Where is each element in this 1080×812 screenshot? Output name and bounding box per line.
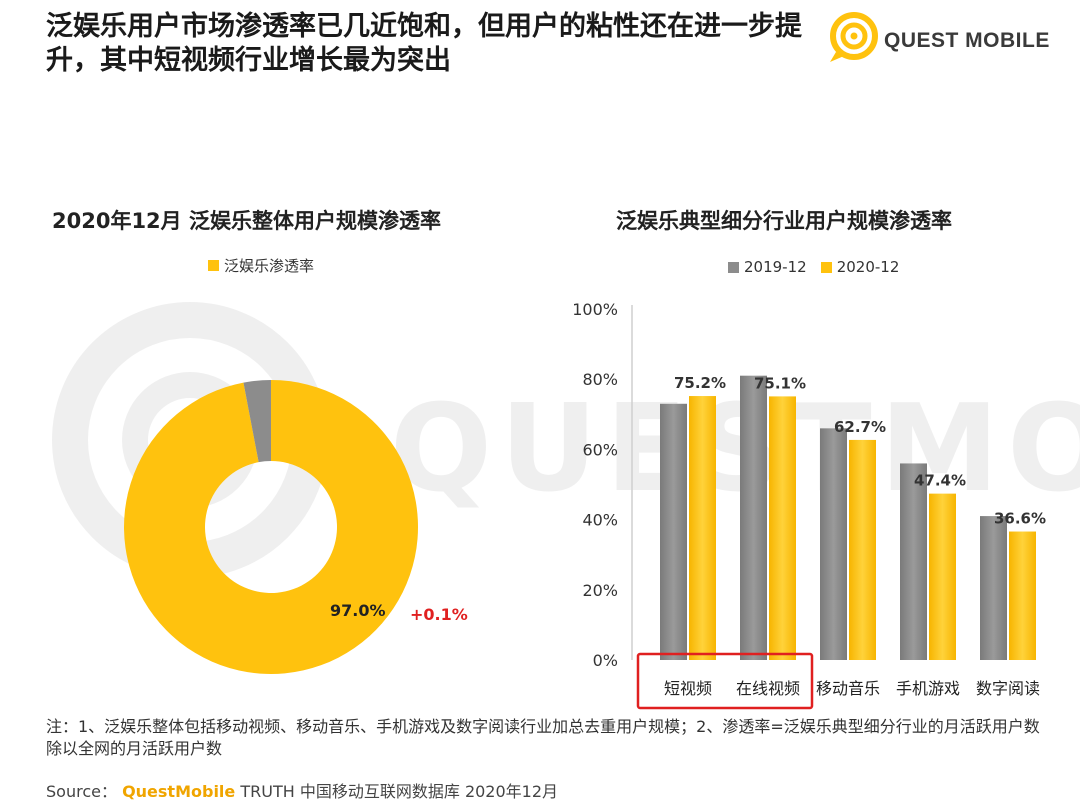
donut-legend: 泛娱乐渗透率 bbox=[208, 255, 328, 276]
bar-legend: 2019-12 2020-12 bbox=[728, 258, 913, 276]
x-category-label: 数字阅读 bbox=[976, 679, 1040, 698]
y-tick-label: 40% bbox=[582, 511, 618, 530]
donut-chart: 97.0% +0.1% bbox=[124, 380, 468, 674]
bar-2019-12 bbox=[820, 428, 847, 660]
footnote: 注：1、泛娱乐整体包括移动视频、移动音乐、手机游戏及数字阅读行业加总去重用户规模… bbox=[46, 717, 1040, 758]
donut-slice-remainder bbox=[243, 380, 271, 463]
questmobile-logo-icon bbox=[830, 12, 878, 62]
bar-legend-label-2020: 2020-12 bbox=[836, 258, 900, 276]
source-label: Source： bbox=[46, 782, 117, 801]
brand-logo: QUEST MOBILE bbox=[826, 8, 1056, 68]
donut-change-annotation: +0.1% bbox=[410, 605, 468, 624]
brand-name: QUEST MOBILE bbox=[884, 29, 1050, 52]
bar-2020-12 bbox=[769, 396, 796, 660]
bar-data-label: 36.6% bbox=[994, 510, 1046, 528]
donut-value-label: 97.0% bbox=[330, 601, 386, 620]
y-tick-label: 20% bbox=[582, 581, 618, 600]
x-category-label: 移动音乐 bbox=[816, 679, 880, 698]
bar-legend-item-2019: 2019-12 bbox=[728, 258, 807, 276]
bar-legend-label-2019: 2019-12 bbox=[744, 258, 807, 276]
bar-chart-title: 泛娱乐典型细分行业用户规模渗透率 bbox=[616, 209, 952, 233]
bar-chart: 0% 20% 40% 60% 80% 100% 75.2% 短视频 75.1% 在线视频 62.7%… bbox=[572, 300, 1046, 710]
highlight-box bbox=[636, 652, 814, 710]
bar-2020-12 bbox=[689, 396, 716, 660]
bar-2020-12 bbox=[849, 439, 876, 660]
bar-2020-12 bbox=[929, 493, 956, 660]
bar-data-label: 75.1% bbox=[754, 374, 806, 392]
y-tick-label: 80% bbox=[582, 370, 618, 389]
donut-legend-item: 泛娱乐渗透率 bbox=[208, 255, 314, 276]
legend-swatch-yellow bbox=[208, 260, 219, 271]
source-text: TRUTH 中国移动互联网数据库 2020年12月 bbox=[240, 782, 559, 801]
source-line: Source： QuestMobile TRUTH 中国移动互联网数据库 202… bbox=[46, 778, 558, 802]
legend-swatch-yellow bbox=[820, 261, 832, 273]
donut-legend-label: 泛娱乐渗透率 bbox=[224, 257, 315, 275]
y-tick-label: 60% bbox=[582, 440, 618, 459]
bar-2019-12 bbox=[740, 375, 767, 660]
donut-slice-entertainment bbox=[124, 380, 418, 674]
bar-2019-12 bbox=[900, 463, 927, 660]
bar-data-label: 62.7% bbox=[834, 418, 886, 436]
bar-2019-12 bbox=[980, 516, 1007, 660]
y-tick-label: 100% bbox=[572, 300, 618, 319]
bar-legend-item-2020: 2020-12 bbox=[820, 258, 900, 276]
donut-chart-title: 2020年12月 泛娱乐整体用户规模渗透率 bbox=[52, 209, 441, 233]
bar-2020-12 bbox=[1009, 531, 1036, 660]
x-category-label: 短视频 bbox=[664, 679, 712, 698]
x-category-label: 手机游戏 bbox=[896, 679, 960, 698]
legend-swatch-gray bbox=[728, 261, 739, 273]
bar-data-label: 75.2% bbox=[674, 374, 726, 392]
bar-2019-12 bbox=[660, 403, 687, 660]
page-headline: 泛娱乐用户市场渗透率已几近饱和，但用户的粘性还在进一步提升，其中短视频行业增长最… bbox=[46, 11, 802, 76]
bar-data-label: 47.4% bbox=[914, 472, 966, 490]
source-brand: QuestMobile bbox=[122, 782, 236, 801]
x-category-label: 在线视频 bbox=[736, 679, 800, 698]
y-tick-label: 0% bbox=[593, 651, 618, 670]
